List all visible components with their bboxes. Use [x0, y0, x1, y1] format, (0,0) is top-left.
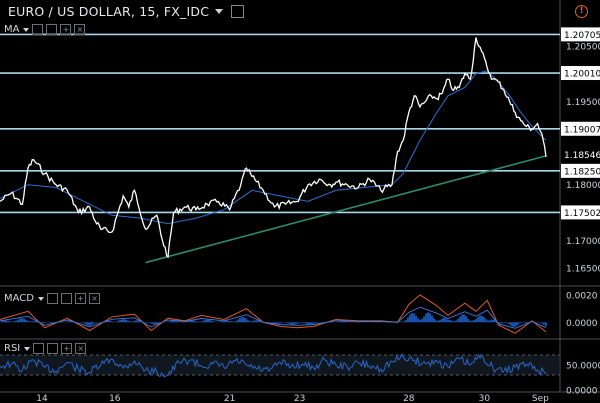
rsi-tick-label: 0.0000: [566, 387, 598, 397]
alert-icon[interactable]: !: [575, 5, 588, 18]
rsi-label-text: RSI: [4, 343, 21, 354]
macd-tick-label: 0.0020: [566, 291, 598, 301]
gear-icon[interactable]: [47, 343, 59, 354]
level-label-box: [561, 66, 600, 81]
time-tick-label: 23: [294, 394, 305, 403]
chevron-down-icon[interactable]: [215, 8, 224, 14]
rsi-indicator-label[interactable]: RSI + ×: [4, 343, 87, 354]
close-icon[interactable]: ×: [74, 24, 86, 35]
time-axis: 14 16 21 23 28 30 Sep: [36, 394, 549, 403]
price-tick-label: 1.19500: [566, 98, 600, 108]
macd-line: [0, 306, 547, 329]
time-tick-label: 28: [403, 394, 415, 403]
trendline[interactable]: [145, 155, 547, 264]
horizontal-levels[interactable]: [0, 33, 560, 214]
level-label: 1.18250: [564, 167, 600, 177]
symbol-title[interactable]: EURO / US DOLLAR, 15, FX_IDC: [8, 3, 210, 19]
chevron-down-icon[interactable]: [23, 27, 30, 32]
chevron-down-icon[interactable]: [37, 296, 44, 301]
ma-indicator-label[interactable]: MA + ×: [4, 24, 86, 35]
level-label-box: [561, 163, 600, 178]
price-tick-label: 1.20500: [566, 42, 600, 52]
chart-header: EURO / US DOLLAR, 15, FX_IDC: [8, 0, 245, 22]
macd-label-text: MACD: [4, 293, 34, 304]
grid-lines: [0, 0, 600, 393]
level-label: 1.20010: [564, 70, 600, 80]
chevron-down-icon[interactable]: [24, 346, 31, 351]
settings-icon[interactable]: [231, 4, 245, 18]
last-price-box: [560, 146, 600, 162]
price-tick-label: 1.17000: [566, 237, 600, 247]
level-label-box: [561, 121, 600, 136]
last-price-label: 1.18546: [564, 151, 600, 161]
time-tick-label: 21: [224, 394, 235, 403]
plus-icon[interactable]: +: [74, 293, 86, 304]
eye-icon[interactable]: [32, 24, 44, 35]
rsi-line: [0, 353, 547, 378]
level-label: 1.19007: [564, 125, 600, 135]
macd-signal-line: [0, 294, 547, 334]
time-tick-label: Sep: [532, 394, 549, 403]
close-icon[interactable]: ×: [75, 343, 87, 354]
time-tick-label: 16: [109, 394, 121, 403]
time-tick-label: 14: [36, 394, 48, 403]
price-axis: 1.20500 1.19500 1.18000 1.17000 1.16500 1.207…: [560, 27, 600, 275]
eye-icon[interactable]: [46, 293, 58, 304]
plus-icon[interactable]: +: [60, 24, 72, 35]
price-line: [0, 37, 547, 259]
eye-icon[interactable]: [33, 343, 45, 354]
gear-icon[interactable]: [60, 293, 72, 304]
rsi-band: [0, 355, 560, 375]
price-tick-label: 1.16500: [566, 265, 600, 275]
gear-icon[interactable]: [46, 24, 58, 35]
rsi-tick-label: 50.0000: [566, 362, 600, 372]
macd-indicator-label[interactable]: MACD + ×: [4, 293, 100, 304]
moving-average-line: [0, 70, 547, 225]
price-tick-label: 1.18000: [566, 181, 600, 191]
level-label-box: [561, 205, 600, 220]
macd-pane: 0.0020 0.0000: [0, 291, 598, 334]
level-label-box: [561, 27, 600, 42]
plus-icon[interactable]: +: [61, 343, 73, 354]
macd-tick-label: 0.0000: [566, 319, 598, 329]
rsi-pane: 50.0000 0.0000: [0, 353, 600, 397]
level-label: 1.17502: [564, 209, 600, 219]
level-label: 1.20705: [564, 31, 600, 41]
ma-label-text: MA: [4, 24, 20, 35]
close-icon[interactable]: ×: [88, 293, 100, 304]
time-tick-label: 30: [479, 394, 491, 403]
